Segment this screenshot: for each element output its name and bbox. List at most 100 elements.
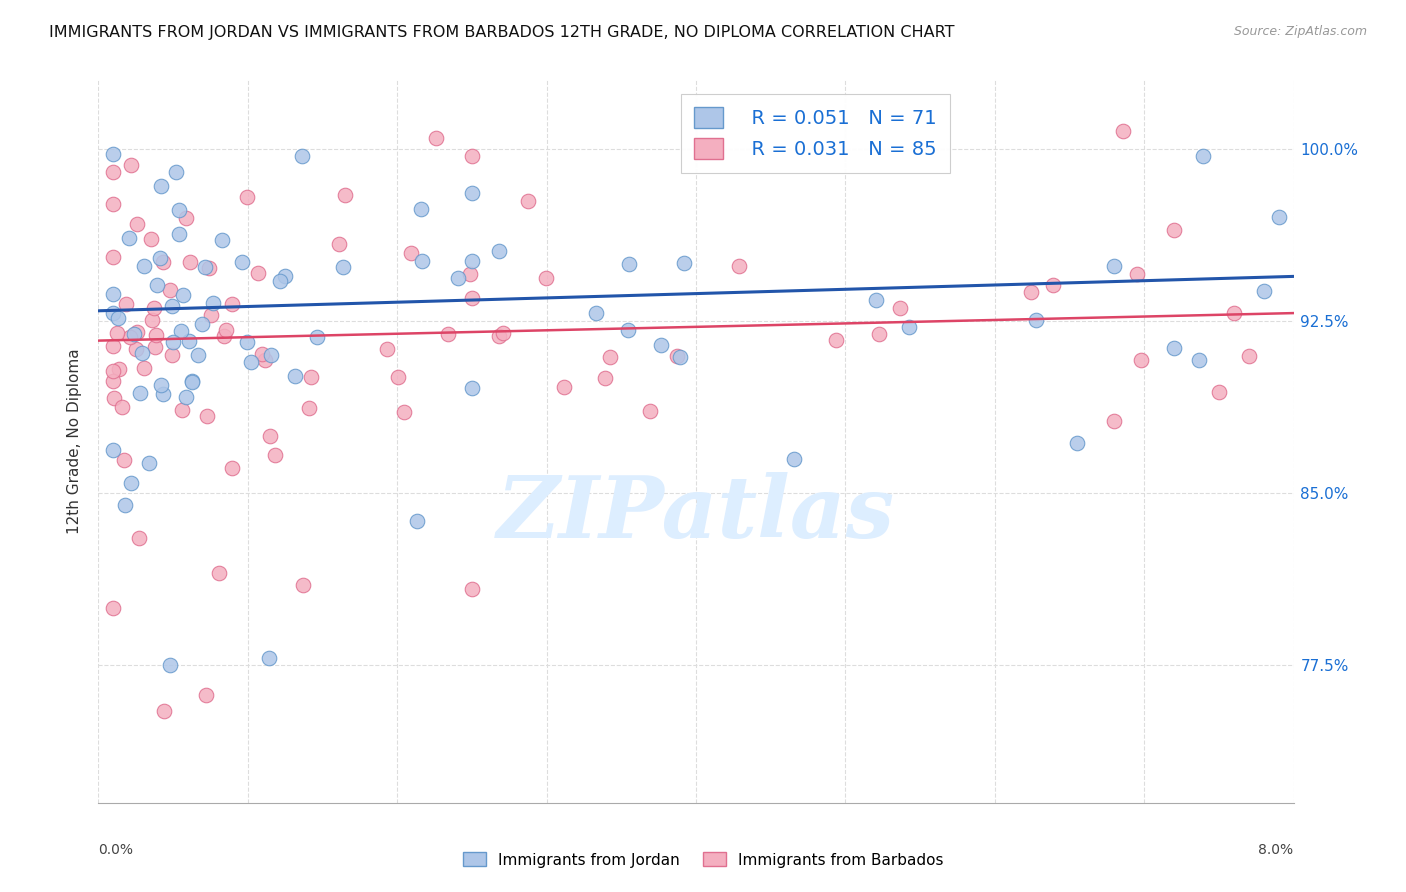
Point [593,371,616,385]
Point [118,231,141,245]
Point [142,301,165,316]
Point [138,456,160,470]
Point [274,269,297,284]
Legend: Immigrants from Jordan, Immigrants from Barbados: Immigrants from Jordan, Immigrants from … [457,847,949,873]
Point [825,333,848,347]
Point [179,334,201,348]
Point [260,348,283,362]
Point [269,274,291,288]
Point [128,531,150,545]
Point [125,342,148,356]
Point [191,317,214,331]
Point [103,306,125,320]
Point [257,651,280,665]
Point [200,308,222,322]
Point [865,293,887,307]
Point [1237,349,1260,363]
Point [103,165,125,179]
Point [152,255,174,269]
Point [115,296,138,310]
Point [125,217,148,231]
Point [112,452,135,467]
Point [153,704,176,718]
Point [120,475,142,490]
Point [240,354,263,368]
Point [291,149,314,163]
Point [1019,285,1042,300]
Text: 8.0%: 8.0% [1258,843,1294,856]
Point [617,257,640,271]
Point [1163,223,1185,237]
Point [1208,384,1230,399]
Point [333,188,356,202]
Point [176,211,198,225]
Text: IMMIGRANTS FROM JORDAN VS IMMIGRANTS FROM BARBADOS 12TH GRADE, NO DIPLOMA CORREL: IMMIGRANTS FROM JORDAN VS IMMIGRANTS FRO… [49,25,955,40]
Point [139,232,162,246]
Point [169,202,191,217]
Point [617,323,640,337]
Point [461,149,484,163]
Point [129,385,152,400]
Point [180,374,202,388]
Point [392,405,415,419]
Point [1188,353,1211,368]
Point [107,326,129,340]
Point [103,364,125,378]
Point [159,283,181,297]
Point [299,369,322,384]
Point [585,306,607,320]
Point [103,196,125,211]
Point [108,361,131,376]
Point [898,319,921,334]
Point [103,392,125,406]
Point [1192,149,1215,163]
Point [103,600,125,615]
Point [103,339,125,353]
Point [103,287,125,301]
Point [170,324,193,338]
Point [868,327,890,342]
Point [143,340,166,354]
Point [1163,341,1185,355]
Point [127,325,149,339]
Point [254,352,277,367]
Y-axis label: 12th Grade, No Diploma: 12th Grade, No Diploma [67,349,83,534]
Point [121,158,143,172]
Point [221,297,243,311]
Point [399,245,422,260]
Point [160,299,183,313]
Point [1253,284,1275,298]
Point [172,288,194,302]
Text: Source: ZipAtlas.com: Source: ZipAtlas.com [1233,25,1367,38]
Point [492,326,515,340]
Point [169,227,191,242]
Point [461,254,484,268]
Point [111,401,134,415]
Point [1223,306,1246,320]
Point [387,369,409,384]
Point [103,250,125,264]
Point [328,236,350,251]
Point [461,381,484,395]
Point [215,323,238,337]
Point [284,369,307,384]
Point [152,387,174,401]
Point [194,260,217,275]
Point [534,271,557,285]
Point [425,130,447,145]
Point [259,429,281,443]
Point [437,326,460,341]
Point [307,330,329,344]
Point [1267,211,1289,225]
Point [458,267,481,281]
Point [650,337,672,351]
Point [672,256,695,270]
Point [180,376,202,390]
Point [236,189,259,203]
Point [122,326,145,341]
Point [889,301,911,315]
Point [728,260,751,274]
Legend:   R = 0.051   N = 71,   R = 0.031   N = 85: R = 0.051 N = 71, R = 0.031 N = 85 [681,94,950,173]
Point [291,578,314,592]
Point [187,348,209,362]
